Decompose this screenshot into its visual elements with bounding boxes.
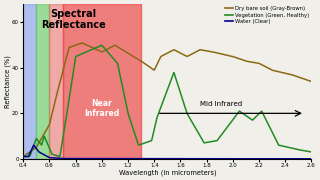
- X-axis label: Wavelength (in micrometers): Wavelength (in micrometers): [118, 169, 216, 176]
- Text: Mid Infrared: Mid Infrared: [200, 100, 242, 107]
- Bar: [62, 4, 141, 159]
- Legend: Dry bare soil (Gray-Brown), Vegetation (Green, Healthy), Water (Clear): Dry bare soil (Gray-Brown), Vegetation (…: [223, 4, 312, 26]
- Bar: [36, 4, 49, 159]
- Bar: [49, 4, 62, 159]
- Text: Near
Infrared: Near Infrared: [84, 99, 119, 118]
- Bar: [23, 4, 36, 159]
- Text: Spectral
Reflectance: Spectral Reflectance: [41, 9, 105, 30]
- Y-axis label: Reflectance (%): Reflectance (%): [4, 55, 11, 108]
